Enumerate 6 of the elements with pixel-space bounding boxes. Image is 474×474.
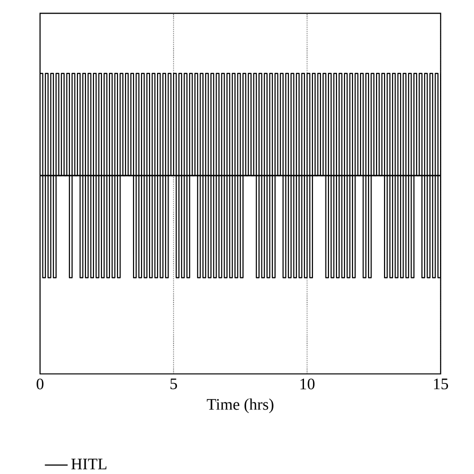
x-tick-label: 0: [36, 378, 44, 390]
x-tick-label: 5: [170, 378, 177, 390]
x-tick-label: 15: [434, 378, 448, 390]
legend-label: HITL: [71, 458, 106, 470]
x-axis-title: Time (hrs): [206, 398, 274, 414]
x-tick-label: 10: [300, 378, 314, 390]
